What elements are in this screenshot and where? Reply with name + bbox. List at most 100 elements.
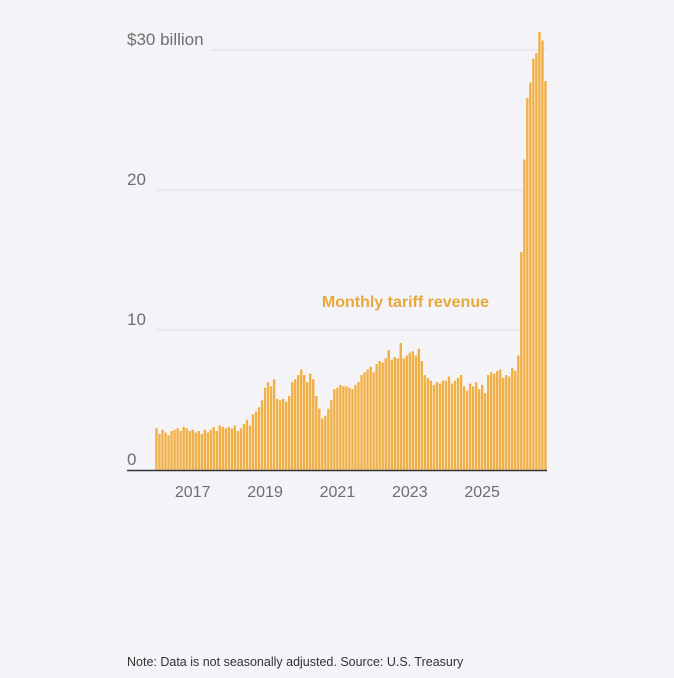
bar — [233, 424, 237, 471]
bar — [269, 385, 273, 471]
bar — [537, 31, 542, 471]
bar — [257, 406, 261, 471]
bar — [414, 354, 418, 471]
bar — [335, 387, 340, 471]
bar — [311, 378, 316, 471]
bar — [287, 395, 291, 471]
x-tick-label: 2021 — [320, 484, 356, 501]
bar — [435, 381, 439, 471]
bar — [486, 374, 490, 471]
bar — [383, 357, 388, 471]
bar — [190, 429, 195, 471]
bar — [196, 430, 201, 471]
bar — [374, 363, 379, 471]
bar — [365, 368, 370, 471]
bar — [501, 377, 506, 471]
bar — [242, 423, 246, 471]
bar — [477, 388, 481, 471]
bar — [305, 381, 310, 471]
bar — [405, 354, 409, 471]
bar — [284, 401, 288, 471]
bar — [513, 370, 518, 471]
bar — [408, 352, 412, 471]
bar — [320, 417, 325, 471]
bar — [353, 384, 358, 471]
series-label: Monthly tariff revenue — [322, 294, 489, 311]
bar — [163, 431, 168, 471]
bar — [492, 373, 496, 471]
bar — [187, 430, 192, 471]
bar — [377, 360, 382, 471]
bar — [399, 342, 403, 471]
bar — [420, 360, 424, 471]
source-note: Note: Data is not seasonally adjusted. S… — [127, 655, 464, 669]
bar — [450, 382, 454, 471]
bar — [522, 158, 527, 471]
bar — [317, 408, 322, 471]
y-tick-labels: 0 10 20 $30 billion — [127, 30, 204, 469]
bar — [350, 388, 355, 471]
x-tick-label: 2017 — [175, 484, 211, 501]
bar — [248, 424, 252, 471]
bar — [423, 374, 427, 471]
y-tick-label: 10 — [127, 310, 146, 329]
bar — [314, 395, 319, 471]
bar — [474, 381, 478, 471]
bar — [338, 384, 343, 471]
bar — [215, 430, 219, 471]
bar — [528, 81, 533, 471]
bar — [254, 410, 258, 471]
bar — [510, 367, 515, 471]
bar — [459, 374, 463, 471]
bar — [426, 377, 430, 471]
bar — [392, 356, 397, 471]
bar — [230, 427, 234, 471]
bar — [462, 385, 466, 471]
bar — [371, 371, 376, 471]
bar — [368, 366, 373, 471]
bar — [480, 384, 484, 471]
bar — [308, 373, 313, 471]
bar — [239, 427, 243, 471]
bar — [184, 427, 189, 471]
bar — [224, 427, 228, 471]
bar — [206, 431, 210, 471]
bar — [396, 357, 400, 471]
bar — [221, 426, 225, 471]
bar — [447, 375, 451, 471]
bars — [154, 31, 548, 471]
bar — [178, 430, 183, 471]
x-tick-labels: 2017 2019 2021 2023 2025 — [175, 484, 500, 501]
bar — [212, 426, 216, 471]
bar — [444, 380, 448, 471]
bar — [498, 368, 502, 471]
bar — [489, 371, 493, 471]
bar — [263, 387, 267, 471]
bar — [468, 382, 472, 471]
bar — [293, 378, 297, 471]
bar — [326, 408, 331, 471]
bar — [157, 433, 162, 471]
bar — [519, 251, 524, 471]
bar — [154, 427, 159, 471]
bar — [432, 384, 436, 471]
bar — [323, 415, 328, 471]
bar — [531, 58, 536, 471]
bar — [290, 381, 294, 471]
bar — [507, 375, 512, 471]
bar — [275, 398, 279, 471]
bar — [245, 419, 249, 471]
bar — [278, 399, 282, 471]
bar — [344, 385, 349, 471]
bar — [504, 374, 509, 471]
bar — [471, 385, 475, 471]
bar — [540, 39, 545, 471]
bar — [438, 382, 442, 471]
bar — [266, 381, 270, 471]
bar — [453, 380, 457, 471]
y-tick-label: 20 — [127, 170, 146, 189]
bar — [329, 399, 334, 471]
bar — [534, 52, 539, 471]
y-tick-label: $30 billion — [127, 30, 204, 49]
bar — [200, 433, 204, 471]
